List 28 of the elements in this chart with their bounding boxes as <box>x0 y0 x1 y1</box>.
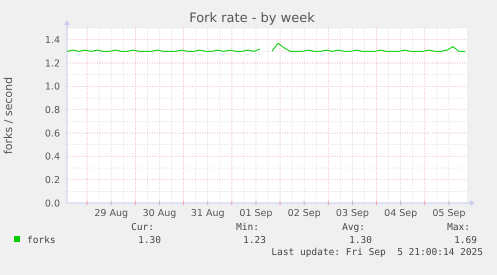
x-tick-label: 04 Sep <box>384 208 418 219</box>
text: Cur: <box>131 222 154 233</box>
x-tick-label: 01 Sep <box>239 208 272 219</box>
x-tick-label: 31 Aug <box>190 208 225 219</box>
text: Last update: Fri Sep 5 21:00:14 2025 <box>271 247 483 258</box>
text: 1.69 <box>454 235 478 246</box>
y-tick-label: 1.0 <box>44 82 60 93</box>
text: Min: <box>236 222 259 233</box>
y-tick-label: 0.2 <box>44 174 60 186</box>
x-tick-label: 30 Aug <box>142 208 176 219</box>
y-tick-label: 0.0 <box>44 198 60 210</box>
y-tick-label: 1.2 <box>44 58 60 70</box>
legend-label: forks <box>27 235 56 246</box>
y-tick-label: 0.4 <box>44 152 60 163</box>
x-tick-label: 02 Sep <box>288 208 321 219</box>
x-tick-label: 05 Sep <box>432 208 466 219</box>
x-tick-label: 29 Aug <box>94 208 128 219</box>
text: Avg: <box>342 222 365 233</box>
y-tick-label: 0.8 <box>44 104 60 116</box>
y-tick-label: 1.4 <box>44 34 60 46</box>
text: Max: <box>447 222 470 233</box>
text: 1.30 <box>138 235 162 246</box>
text: 1.30 <box>349 235 372 246</box>
x-tick-label: 03 Sep <box>336 208 369 219</box>
chart-title: Fork rate - by week <box>189 11 316 26</box>
y-axis-title: forks / second <box>2 76 15 154</box>
y-tick-label: 0.6 <box>44 128 60 140</box>
text: 1.23 <box>243 235 266 246</box>
